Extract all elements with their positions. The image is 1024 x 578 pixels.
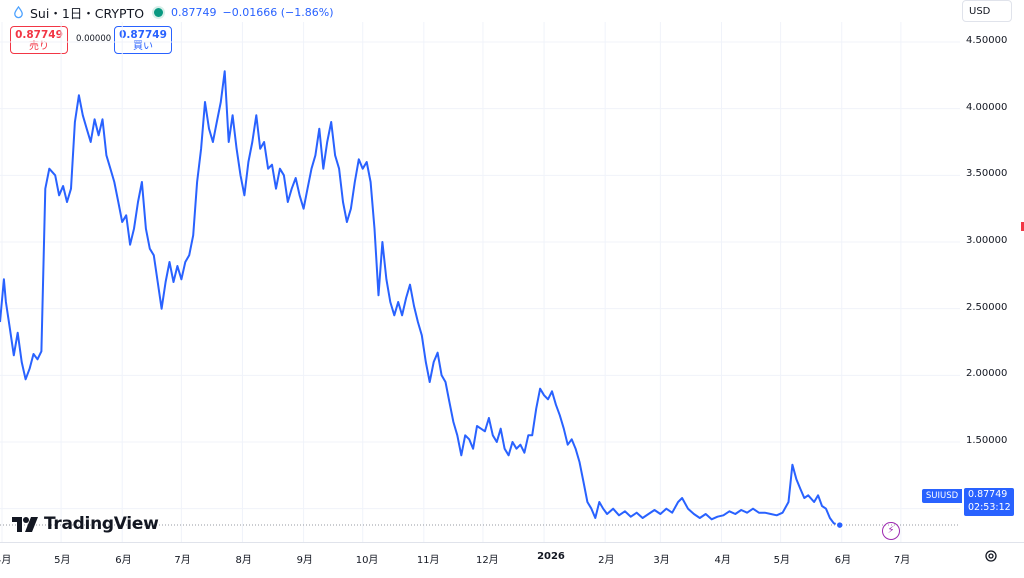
price-tag-price: 0.87749: [968, 489, 1008, 500]
x-tick-label: 11月: [416, 555, 440, 566]
symbol-info[interactable]: Sui・1日・CRYPTO 0.87749 −0.01666 (−1.86%): [12, 3, 334, 22]
logo-text: TradingView: [44, 514, 159, 534]
sell-button[interactable]: 0.87749 売り: [10, 26, 68, 54]
spread-value: 0.00000: [76, 34, 112, 44]
x-tick-label: 7月: [174, 555, 191, 566]
lightning-icon[interactable]: ⚡: [882, 522, 900, 540]
x-tick-label: 4月: [0, 555, 12, 566]
x-tick-label: 8月: [235, 555, 252, 566]
x-tick-label: 5月: [54, 555, 71, 566]
y-tick-label: 2.00000: [966, 368, 1008, 380]
x-tick-label: 2026: [537, 551, 565, 562]
y-tick-label: 1.50000: [966, 435, 1008, 446]
price-line: [0, 70, 841, 527]
x-tick-label: 9月: [296, 555, 313, 566]
time-axis-border: [0, 542, 1024, 543]
header-price: 0.87749: [171, 6, 217, 19]
x-tick-label: 6月: [115, 555, 132, 566]
chart-grid: [0, 22, 960, 542]
y-tick-label: 2.50000: [966, 301, 1008, 313]
x-tick-label: 2月: [598, 555, 615, 566]
alert-marker[interactable]: [1021, 222, 1024, 231]
sell-label: 売り: [29, 41, 49, 52]
price-tag-box: 0.87749 02:53:12: [964, 488, 1014, 516]
price-tag-symbol: SUIUSD: [922, 489, 962, 503]
x-tick-label: 10月: [355, 555, 379, 566]
x-tick-label: 6月: [834, 555, 852, 566]
y-tick-label: 3.00000: [966, 235, 1008, 246]
y-tick-label: 4.50000: [966, 35, 1008, 46]
buy-price: 0.87749: [119, 29, 167, 41]
sell-price: 0.87749: [15, 29, 63, 41]
tradingview-logo-icon: [12, 516, 38, 532]
y-tick-label: 3.50000: [966, 168, 1008, 180]
header-change: −0.01666 (−1.86%): [222, 6, 334, 19]
buy-label: 買い: [133, 41, 153, 52]
x-tick-label: 12月: [475, 555, 499, 566]
settings-gear-icon[interactable]: [984, 549, 998, 563]
x-tick-label: 4月: [714, 555, 731, 566]
x-tick-label: 7月: [893, 555, 911, 566]
currency-select[interactable]: USD: [962, 0, 1012, 22]
x-tick-label: 5月: [773, 555, 790, 566]
price-tag-countdown: 02:53:12: [968, 502, 1011, 513]
symbol-title: Sui・1日・CRYPTO: [30, 6, 145, 21]
tradingview-logo[interactable]: TradingView: [12, 514, 159, 534]
last-price-dot: [835, 520, 845, 530]
chart-header: Sui・1日・CRYPTO 0.87749 −0.01666 (−1.86%): [0, 0, 960, 22]
y-tick-label: 4.00000: [966, 101, 1008, 113]
sui-logo-icon: [14, 6, 23, 19]
buy-button[interactable]: 0.87749 買い: [114, 26, 172, 54]
x-tick-label: 3月: [653, 555, 670, 566]
market-status-icon: [154, 8, 164, 17]
